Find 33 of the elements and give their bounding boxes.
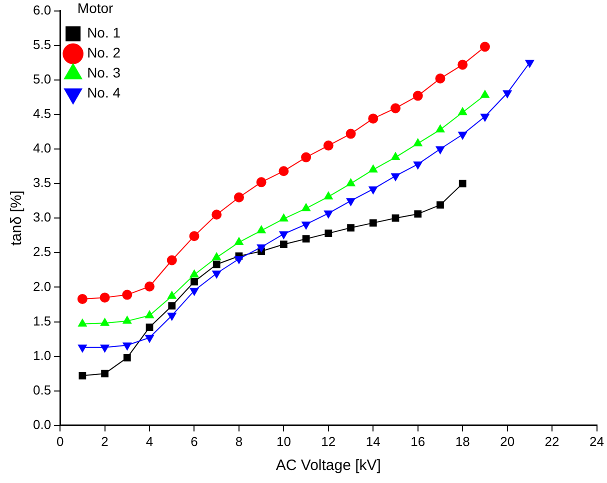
x-tick-label: 6 xyxy=(190,434,198,449)
x-tick-label: 12 xyxy=(321,434,336,449)
y-tick-label: 0.0 xyxy=(32,416,52,432)
y-tick-label: 4.0 xyxy=(32,140,52,156)
x-tick-label: 2 xyxy=(101,434,108,449)
y-tick-label: 0.5 xyxy=(32,382,52,398)
x-tick-label: 20 xyxy=(500,434,515,449)
x-tick-label: 14 xyxy=(366,434,380,449)
y-tick-label: 5.5 xyxy=(32,36,52,52)
x-tick-label: 24 xyxy=(590,434,604,449)
x-tick-label: 10 xyxy=(276,434,291,449)
y-axis-title: tanδ [%] xyxy=(8,190,26,246)
x-tick-label: 22 xyxy=(544,434,560,449)
x-tick-label: 4 xyxy=(146,434,154,449)
legend-label: No. 4 xyxy=(87,84,121,101)
y-tick-label: 2.5 xyxy=(32,244,52,260)
legend-label: No. 2 xyxy=(87,44,121,61)
y-tick-label: 2.0 xyxy=(32,278,52,294)
y-tick-label: 3.5 xyxy=(32,175,52,190)
y-tick-label: 5.0 xyxy=(32,71,52,86)
x-tick-label: 18 xyxy=(455,434,470,449)
y-tick-label: 1.0 xyxy=(32,348,52,363)
legend-title: Motor xyxy=(77,0,114,16)
y-tick-label: 3.0 xyxy=(32,210,52,225)
x-tick-label: 0 xyxy=(56,434,64,449)
x-tick-label: 16 xyxy=(410,434,426,449)
x-axis-title: AC Voltage [kV] xyxy=(276,457,381,474)
y-tick-label: 6.0 xyxy=(32,2,52,18)
y-tick-label: 4.5 xyxy=(32,106,52,122)
y-tick-label: 1.5 xyxy=(32,313,52,328)
x-tick-label: 8 xyxy=(235,434,243,449)
legend-label: No. 1 xyxy=(87,24,121,41)
legend-label: No. 3 xyxy=(87,64,121,81)
